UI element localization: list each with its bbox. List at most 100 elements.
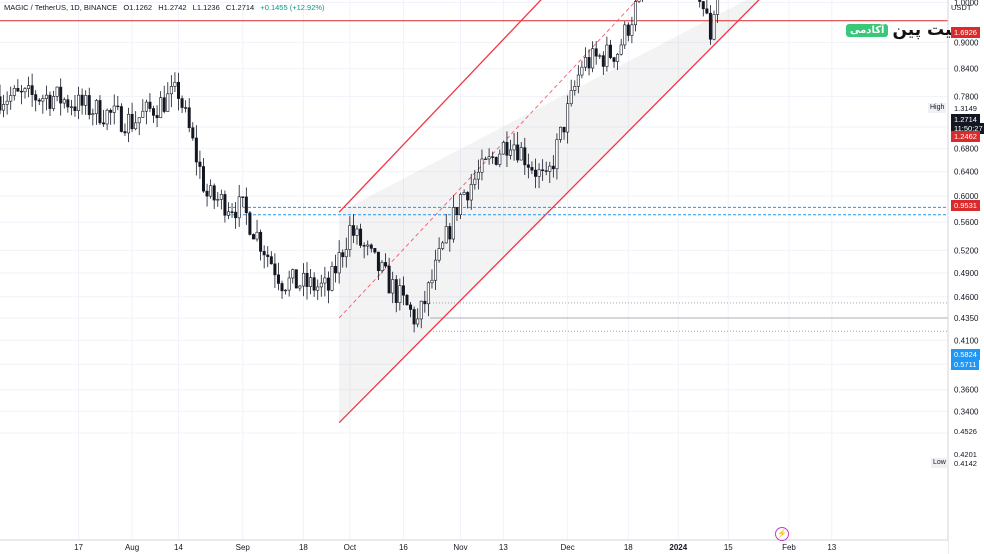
candle-body — [184, 107, 188, 109]
candle-body — [416, 318, 420, 325]
candle-body — [487, 156, 491, 160]
candle-body — [155, 115, 159, 119]
price-tick-label: 0.5200 — [954, 246, 979, 255]
candle-body — [27, 85, 31, 89]
candle-body — [526, 164, 530, 168]
low-value: L1.1236 — [192, 3, 220, 12]
candle-body — [555, 139, 559, 170]
candle-body — [412, 309, 416, 325]
symbol-title[interactable]: MAGIC / TetherUS, 1D, BINANCE — [4, 3, 118, 12]
change-value: +0.1455 (+12.92%) — [260, 3, 325, 12]
candle-body — [9, 95, 13, 102]
currency-unit[interactable]: USDT — [951, 3, 972, 12]
time-tick-label: Sep — [236, 543, 251, 552]
logo-mark: بیت پین — [892, 20, 959, 40]
candle-body — [291, 269, 295, 279]
candle-body — [173, 81, 177, 87]
candle-body — [223, 194, 227, 216]
candle-body — [109, 109, 113, 113]
candle-body — [0, 96, 2, 111]
price-tick-label: 0.3600 — [954, 386, 979, 395]
price-tick-label: 0.6400 — [954, 168, 979, 177]
candle-body — [269, 256, 273, 265]
candle-body — [326, 277, 330, 291]
candle-body — [419, 300, 423, 320]
price-tick-label: 0.4350 — [954, 314, 979, 323]
candle-body — [369, 244, 373, 249]
time-tick-label: 2024 — [669, 543, 687, 552]
candle-body — [712, 14, 716, 40]
candle-body — [276, 274, 280, 284]
candle-body — [376, 251, 380, 272]
candle-body — [591, 48, 595, 69]
low-label: Low — [931, 458, 948, 468]
candle-body — [216, 199, 220, 201]
candle-body — [251, 234, 255, 240]
candle-body — [391, 279, 395, 294]
candle-body — [305, 272, 309, 287]
candle-body — [169, 86, 173, 95]
lightning-icon[interactable]: ⚡ — [775, 527, 789, 541]
candle-body — [5, 100, 9, 105]
candle-body — [587, 57, 591, 69]
candle-body — [2, 104, 6, 111]
candle-body — [44, 94, 48, 99]
candle-body — [77, 94, 81, 111]
candle-body — [430, 279, 434, 284]
time-tick-label: 14 — [174, 543, 183, 552]
channel-lower-line — [338, 0, 760, 424]
candle-body — [248, 212, 252, 235]
candle-body — [12, 88, 16, 96]
candle-body — [716, 0, 720, 15]
candle-body — [316, 286, 320, 291]
candle-body — [255, 231, 259, 240]
candle-body — [405, 294, 409, 306]
candle-body — [59, 86, 63, 104]
candle-body — [273, 263, 277, 276]
candle-body — [469, 184, 473, 201]
time-tick-label: Dec — [561, 543, 575, 552]
candle-body — [601, 55, 605, 67]
candle-body — [16, 88, 20, 92]
candle-body — [152, 108, 156, 116]
candle-body — [544, 170, 548, 172]
time-tick-label: 18 — [299, 543, 308, 552]
candle-body — [166, 93, 170, 112]
time-tick-label: Nov — [453, 543, 467, 552]
candle-body — [287, 277, 291, 291]
candle-body — [30, 85, 34, 95]
candle-body — [484, 158, 488, 161]
candle-body — [701, 1, 705, 10]
candle-body — [98, 100, 102, 124]
candle-body — [394, 279, 398, 303]
candle-body — [348, 225, 352, 250]
candle-body — [480, 158, 484, 173]
time-axis-bg — [0, 540, 948, 554]
time-tick-label: Aug — [125, 543, 139, 552]
candle-body — [177, 81, 181, 99]
candle-body — [19, 90, 23, 93]
candle-body — [423, 300, 427, 305]
channel-fill — [339, 0, 779, 423]
candle-body — [362, 245, 366, 247]
candle-body — [137, 117, 141, 124]
channel-upper-line — [338, 0, 542, 213]
candle-body — [48, 94, 52, 109]
candle-body — [566, 103, 570, 133]
price-tick-label: 0.6800 — [954, 145, 979, 154]
time-tick-label: 17 — [74, 543, 83, 552]
candle-body — [437, 248, 441, 261]
time-tick-label: 18 — [624, 543, 633, 552]
candle-body — [134, 122, 138, 130]
candle-body — [637, 0, 641, 2]
high-label: High — [928, 103, 947, 113]
candle-body — [598, 55, 602, 57]
candle-body — [87, 95, 91, 116]
candle-body — [623, 24, 627, 46]
candle-body — [516, 144, 520, 161]
candle-body — [498, 153, 502, 165]
price-tag-04201: 0.4201 — [951, 449, 980, 460]
candle-body — [612, 57, 616, 62]
candle-body — [80, 94, 84, 106]
